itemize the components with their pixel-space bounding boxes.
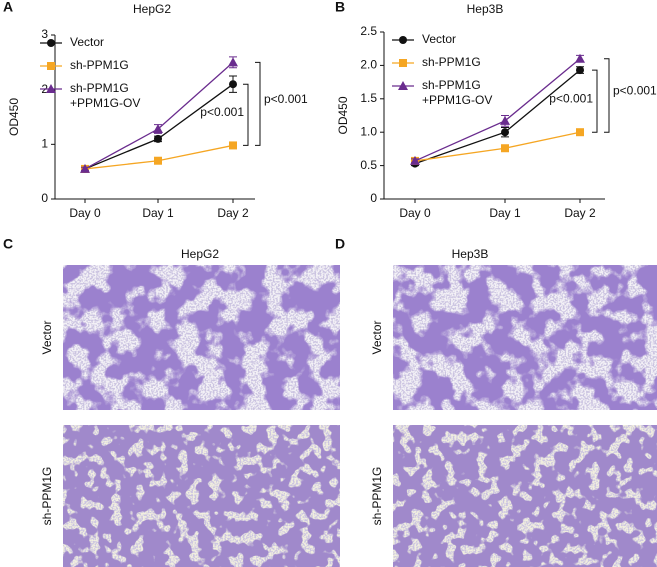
data-point: [501, 128, 509, 137]
micrograph-cells: [63, 425, 340, 567]
row-label: sh-PPM1G: [370, 467, 384, 526]
legend-label: sh-PPM1G +PPM1G-OV: [422, 78, 492, 107]
panel-title: HepG2: [181, 247, 219, 261]
x-tick-label: Day 0: [69, 206, 101, 220]
row-label: Vector: [40, 320, 54, 354]
y-tick-label: 0.5: [360, 158, 377, 172]
legend-marker: [399, 59, 407, 67]
legend-label: sh-PPM1G +PPM1G-OV: [70, 81, 140, 110]
significance-label: p<0.001: [264, 92, 308, 106]
panel-title: Hep3B: [452, 247, 489, 261]
data-point: [410, 155, 420, 165]
legend-marker: [46, 84, 56, 93]
panel-label: A: [3, 0, 13, 15]
legend-marker: [398, 81, 408, 90]
y-tick-label: 2.5: [360, 24, 377, 38]
y-axis-label: OD450: [336, 96, 350, 134]
data-point: [576, 66, 584, 75]
y-tick-label: 1.0: [360, 124, 377, 138]
significance-bracket: [243, 83, 249, 146]
significance-bracket: [592, 69, 598, 133]
legend-marker: [47, 39, 55, 47]
x-tick-label: Day 0: [399, 206, 431, 220]
x-tick-label: Day 1: [142, 206, 174, 220]
y-axis-label: OD450: [7, 98, 21, 136]
data-point: [154, 134, 162, 143]
micrograph-cells: [63, 265, 340, 410]
y-tick-label: 0: [370, 191, 377, 205]
micrograph-cells: [393, 425, 657, 567]
significance-label: p<0.001: [549, 91, 593, 105]
series-line: [414, 131, 581, 162]
data-point: [501, 144, 509, 153]
y-tick-label: 0: [41, 191, 48, 205]
data-point: [500, 115, 510, 125]
legend-label: sh-PPM1G: [422, 55, 481, 69]
legend-marker: [47, 62, 55, 70]
data-point: [228, 57, 238, 67]
panel-label: B: [335, 0, 345, 15]
x-tick-label: Day 1: [489, 206, 521, 220]
panel-label: D: [335, 236, 345, 252]
y-tick-label: 2.0: [360, 58, 377, 72]
y-tick-label: 3: [41, 27, 48, 41]
data-point: [80, 163, 90, 173]
data-point: [153, 124, 163, 134]
series-line: [414, 58, 581, 162]
x-tick-label: Day 2: [217, 206, 249, 220]
legend-label: Vector: [70, 35, 104, 49]
data-point: [575, 53, 585, 63]
significance-label: p<0.001: [613, 84, 657, 98]
significance-bracket: [255, 61, 261, 146]
chart-title: Hep3B: [467, 2, 504, 16]
micrograph-cells: [393, 265, 657, 410]
legend-marker: [399, 36, 407, 44]
data-point: [576, 128, 584, 137]
data-point: [154, 156, 162, 165]
x-tick-label: Day 2: [564, 206, 596, 220]
row-label: sh-PPM1G: [40, 467, 54, 526]
y-tick-label: 1.5: [360, 91, 377, 105]
data-point: [229, 141, 237, 150]
legend-label: Vector: [422, 32, 456, 46]
chart-title: HepG2: [133, 2, 171, 16]
y-tick-label: 1: [41, 137, 48, 151]
significance-label: p<0.001: [200, 105, 244, 119]
data-point: [229, 80, 237, 89]
panel-label: C: [3, 236, 13, 252]
significance-bracket: [604, 58, 610, 133]
legend-label: sh-PPM1G: [70, 58, 129, 72]
row-label: Vector: [370, 320, 384, 354]
